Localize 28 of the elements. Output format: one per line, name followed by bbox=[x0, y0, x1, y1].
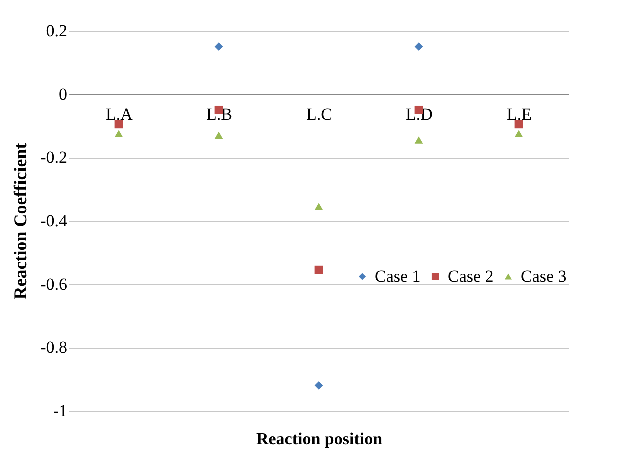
y-tick-label: -0.6 bbox=[40, 274, 68, 294]
point bbox=[114, 120, 124, 129]
point bbox=[314, 381, 324, 390]
x-tick-label: L.B bbox=[206, 104, 232, 124]
x-tick-label: L.A bbox=[106, 104, 134, 124]
point bbox=[414, 136, 424, 144]
point bbox=[214, 42, 224, 52]
x-tick-label: L.D bbox=[406, 104, 433, 124]
point bbox=[414, 42, 424, 52]
y-tick-label: -0.2 bbox=[40, 148, 68, 168]
point bbox=[114, 130, 124, 138]
point bbox=[314, 266, 324, 274]
point bbox=[214, 132, 224, 140]
y-tick-label: 0.2 bbox=[46, 22, 68, 40]
y-axis-title: Reaction Coefficient bbox=[10, 143, 31, 300]
point bbox=[514, 130, 524, 138]
point bbox=[514, 120, 524, 129]
y-tick-label: -0.8 bbox=[40, 338, 68, 358]
x-tick-label: L.E bbox=[506, 104, 532, 124]
legend-label: Case 1 bbox=[375, 266, 421, 286]
legend-label: Case 2 bbox=[448, 266, 494, 286]
y-tick-label: -1 bbox=[53, 402, 68, 420]
x-tick-label: L.C bbox=[306, 104, 332, 124]
y-tick-label: -0.4 bbox=[40, 212, 68, 230]
x-axis-title: Reaction position bbox=[256, 430, 384, 448]
point bbox=[314, 203, 324, 210]
legend-label: Case 3 bbox=[521, 266, 567, 286]
y-tick-label: 0 bbox=[59, 84, 68, 104]
